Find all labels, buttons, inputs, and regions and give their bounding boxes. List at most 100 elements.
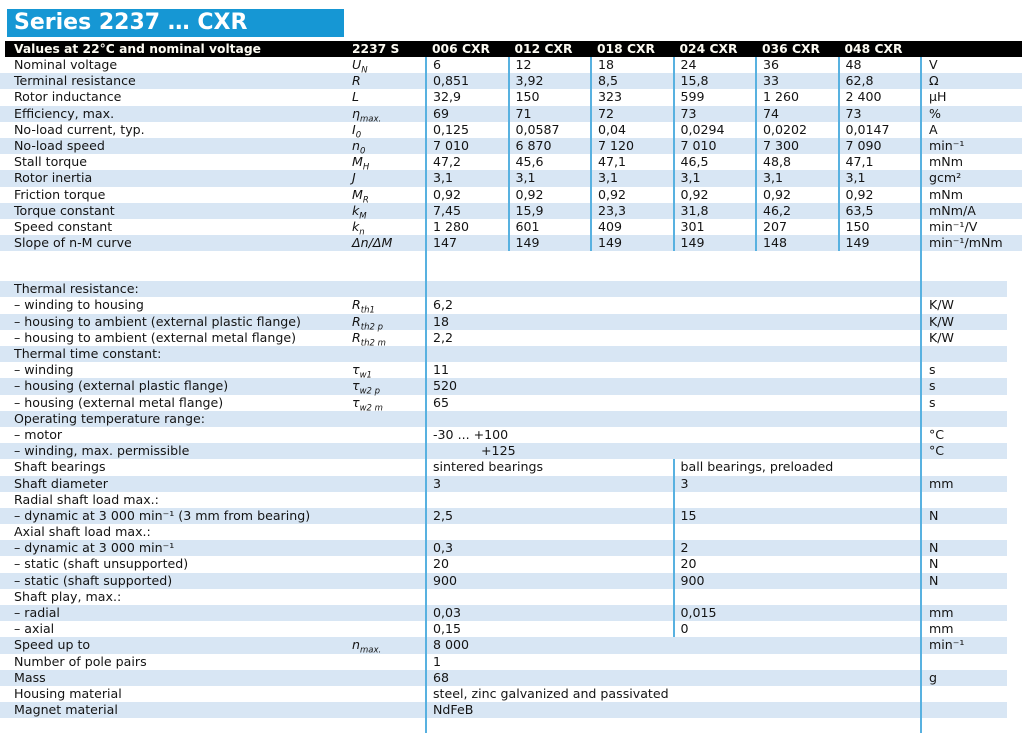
unit-cell: μH xyxy=(920,89,1022,106)
table-row: Number of pole pairs 1 xyxy=(0,653,1007,670)
unit-cell: mm xyxy=(920,621,1007,638)
value-cell: 31,8 xyxy=(672,202,756,219)
unit-cell: K/W xyxy=(920,329,1007,346)
row-label: Shaft diameter xyxy=(14,475,108,491)
value-cell: 68 xyxy=(425,669,920,686)
row-symbol xyxy=(330,686,425,702)
value-cell: 0,125 xyxy=(425,121,508,138)
unit-cell: N xyxy=(920,507,1007,525)
value-cell: 147 xyxy=(425,235,508,252)
value-cell: 301 xyxy=(672,218,756,236)
value-cell: 7,45 xyxy=(425,202,508,219)
table-row: No-load speed n0 7 010 6 870 7 120 7 010 7 300… xyxy=(0,137,1022,157)
table-row: Axial shaft load max.: xyxy=(0,524,1007,541)
row-label: Thermal time constant: xyxy=(14,346,162,361)
unit-cell: mm xyxy=(920,605,1007,622)
value-cell: 0,0587 xyxy=(507,121,591,138)
row-label: – housing (external plastic flange) xyxy=(14,378,229,394)
row-symbol: kn xyxy=(352,218,365,238)
value-cell: 2,2 xyxy=(425,329,920,346)
value-cell xyxy=(425,281,920,298)
value-cell: 15,8 xyxy=(672,73,756,90)
table-row: Terminal resistance R 0,851 3,92 8,5 15,8 33 62… xyxy=(0,73,1022,90)
row-label: – motor xyxy=(14,426,63,442)
unit-cell: min⁻¹ xyxy=(920,637,1007,654)
row-symbol xyxy=(330,589,425,605)
row-label: – radial xyxy=(14,605,60,620)
value-cell: 33 xyxy=(755,73,838,90)
value-cell: 23,3 xyxy=(590,202,673,219)
table-row: Nominal voltage UN 6 12 18 24 36 48 V xyxy=(0,57,1022,75)
table-row: – housing (external plastic flange) τw2 p… xyxy=(0,378,1007,396)
unit-cell: K/W xyxy=(920,297,1007,314)
value-cell: 2 400 xyxy=(837,89,921,106)
value-cell: 3,1 xyxy=(507,170,591,187)
unit-cell: min⁻¹ xyxy=(920,137,1022,155)
value-cell: 8 000 xyxy=(425,637,920,654)
value-cell: 62,8 xyxy=(837,73,921,90)
unit-cell: K/W xyxy=(920,313,1007,330)
row-label: – housing to ambient (external metal fla… xyxy=(14,329,297,345)
row-symbol xyxy=(330,718,425,733)
value-cell: 72 xyxy=(590,105,673,122)
row-label: Speed up to xyxy=(14,637,91,653)
table-row: Magnet material NdFeB xyxy=(0,702,1007,719)
value-cell xyxy=(425,524,673,541)
table-row: No-load current, typ. I0 0,125 0,0587 0,04 0,… xyxy=(0,121,1022,141)
row-label: Number of pole pairs xyxy=(14,653,147,669)
value-cell: 2,5 xyxy=(425,507,673,525)
unit-cell xyxy=(920,346,1007,363)
unit-cell: g xyxy=(920,669,1007,686)
value-cell: 150 xyxy=(837,218,921,236)
unit-cell xyxy=(920,588,1007,605)
table-row: Torque constant kM 7,45 15,9 23,3 31,8 46,2 63,… xyxy=(0,202,1022,220)
table-row: – winding to housing Rth1 6,2 K/W xyxy=(0,297,1007,315)
table-row: Shaft play, max.: xyxy=(0,588,1007,605)
row-symbol: Δn/ΔM xyxy=(352,235,393,251)
value-cell: 45,6 xyxy=(507,154,591,171)
value-cell: 7 010 xyxy=(672,137,756,155)
unit-cell: mm xyxy=(920,475,1007,492)
row-label: Thermal resistance: xyxy=(14,281,139,297)
value-cell: 0,92 xyxy=(590,186,673,203)
row-symbol xyxy=(330,556,425,572)
unit-cell: A xyxy=(920,121,1022,138)
table-row: Mass 68 g xyxy=(0,669,1007,686)
unit-cell: s xyxy=(920,362,1007,379)
row-symbol xyxy=(330,346,425,362)
row-symbol: n0 xyxy=(352,137,366,157)
row-label: Magnet material xyxy=(14,702,118,718)
column-header: 006 CXR xyxy=(432,42,490,56)
table-row: Operating temperature range: xyxy=(0,410,1007,427)
row-label: – dynamic at 3 000 min⁻¹ (3 mm from bear… xyxy=(14,507,311,523)
value-cell: 74 xyxy=(755,105,838,122)
value-cell: 73 xyxy=(672,105,756,122)
row-label: Slope of n-M curve xyxy=(14,235,132,251)
column-header: 036 CXR xyxy=(762,42,820,56)
value-cell: 601 xyxy=(507,218,591,236)
row-label: Radial shaft load max.: xyxy=(14,491,159,507)
value-cell: +125 xyxy=(425,443,920,460)
value-cell: 0,15 xyxy=(425,621,673,638)
value-cell: 900 xyxy=(672,572,921,589)
unit-cell: N xyxy=(920,556,1007,573)
column-header: 024 CXR xyxy=(679,42,738,56)
page-title: Series 2237 … CXR xyxy=(7,9,344,37)
value-cell xyxy=(672,491,921,508)
row-symbol xyxy=(330,459,425,475)
value-cell: 207 xyxy=(755,218,838,236)
row-symbol: MH xyxy=(352,154,370,173)
value-cell: 0,92 xyxy=(672,186,756,203)
unit-cell: V xyxy=(920,57,1022,74)
value-cell: 46,5 xyxy=(672,154,756,171)
value-cell xyxy=(425,718,920,734)
row-symbol xyxy=(330,524,425,540)
unit-cell xyxy=(920,718,1007,734)
row-symbol: I0 xyxy=(352,121,362,141)
column-header: 012 CXR xyxy=(514,42,573,56)
value-cell: 73 xyxy=(837,105,921,122)
value-cell: 0,3 xyxy=(425,540,673,557)
value-cell: 71 xyxy=(507,105,591,122)
row-label: Friction torque xyxy=(14,186,106,202)
value-cell: 0,0147 xyxy=(837,121,921,138)
